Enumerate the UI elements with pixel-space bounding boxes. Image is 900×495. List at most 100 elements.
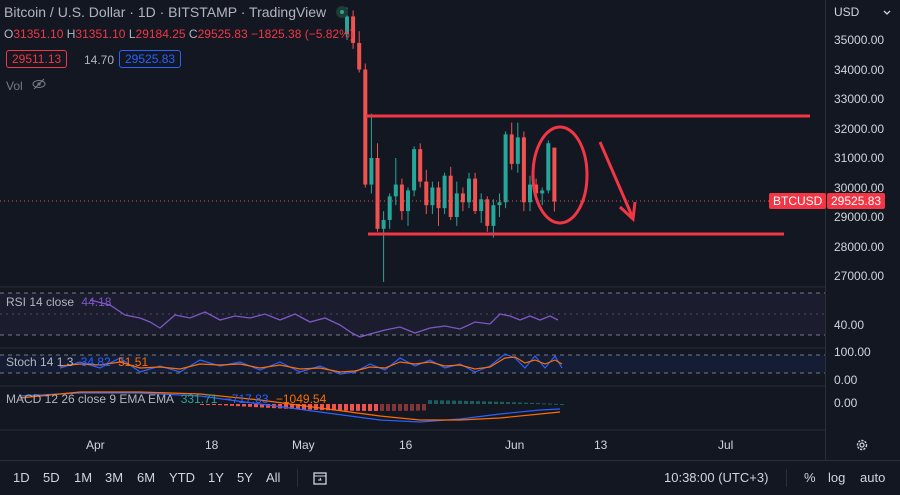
open-value: 31351.10 bbox=[13, 27, 64, 41]
stoch-k-value: 34.82 bbox=[80, 355, 111, 369]
log-scale-button[interactable]: log bbox=[828, 470, 846, 485]
macd-hist-bar bbox=[518, 402, 522, 404]
macd-hist-bar bbox=[362, 404, 366, 411]
chart-area[interactable]: Bitcoin / U.S. Dollar · 1D · BITSTAMP · … bbox=[0, 0, 825, 460]
range-1m-button[interactable]: 1M bbox=[74, 470, 93, 485]
macd-hist-bar bbox=[296, 404, 300, 410]
range-5d-button[interactable]: 5D bbox=[43, 470, 60, 485]
time-axis-label: Jun bbox=[505, 438, 525, 452]
ask-box[interactable]: 29525.83 bbox=[119, 50, 182, 68]
down-arrow-shaft[interactable] bbox=[598, 141, 634, 217]
macd-hist-bar bbox=[512, 402, 516, 404]
range-1d-button[interactable]: 1D bbox=[13, 470, 30, 485]
price-tick: 33000.00 bbox=[834, 92, 885, 106]
macd-hist-bar bbox=[386, 404, 390, 411]
macd-hist-bar bbox=[422, 404, 426, 411]
price-chart[interactable] bbox=[0, 0, 825, 460]
high-label: H bbox=[66, 27, 76, 41]
macd-hist-bar bbox=[470, 401, 474, 404]
rsi-legend[interactable]: RSI 14 close 44.18 bbox=[6, 295, 111, 309]
candle-body bbox=[436, 187, 441, 209]
currency-label[interactable]: USD bbox=[834, 5, 860, 19]
candle-body bbox=[497, 202, 502, 206]
macd-hist-bar bbox=[548, 403, 552, 405]
price-axis[interactable]: USD 35000.00 34000.00 33000.00 32000.00 … bbox=[825, 0, 900, 460]
rsi-tick: 40.00 bbox=[834, 318, 865, 332]
price-tick: 30000.00 bbox=[834, 181, 885, 195]
candle-body bbox=[460, 193, 465, 203]
ohlc-values: O31351.10 H31351.10 L29184.25 C29525.83 … bbox=[4, 27, 354, 41]
macd-hist-bar bbox=[416, 404, 420, 411]
candle-body bbox=[467, 178, 471, 203]
settings-gear-icon[interactable] bbox=[854, 437, 870, 453]
macd-line-value: −717.83 bbox=[224, 392, 269, 406]
macd-hist-bar bbox=[536, 403, 540, 405]
stoch-legend[interactable]: Stoch 14 1 3 34.82 51.51 bbox=[6, 355, 148, 369]
range-5y-button[interactable]: 5Y bbox=[237, 470, 253, 485]
candles-layer bbox=[345, 7, 557, 282]
range-all-button[interactable]: All bbox=[266, 470, 281, 485]
candle-body bbox=[534, 184, 539, 194]
macd-hist-bar bbox=[230, 404, 234, 406]
range-ytd-button[interactable]: YTD bbox=[169, 470, 195, 485]
candle-body bbox=[357, 42, 362, 70]
symbol-legend: Bitcoin / U.S. Dollar · 1D · BITSTAMP · … bbox=[4, 4, 348, 20]
clock-time[interactable]: 10:38:00 (UTC+3) bbox=[664, 470, 769, 485]
macd-hist-bar bbox=[224, 404, 228, 406]
macd-legend[interactable]: MACD 12 26 close 9 EMA EMA 331.71 −717.8… bbox=[6, 392, 326, 406]
macd-hist-bar bbox=[356, 404, 360, 411]
bottom-toolbar: 1D 5D 1M 3M 6M YTD 1Y 5Y All 10:38:00 (U… bbox=[0, 460, 900, 495]
macd-hist-bar bbox=[398, 404, 402, 411]
macd-hist-bar bbox=[494, 401, 498, 404]
symbol-title[interactable]: Bitcoin / U.S. Dollar · 1D · BITSTAMP · … bbox=[4, 4, 327, 20]
auto-scale-button[interactable]: auto bbox=[860, 470, 886, 485]
close-value: 29525.83 bbox=[197, 27, 248, 41]
candle-body bbox=[448, 175, 453, 217]
candle-body bbox=[509, 134, 514, 164]
highlight-ellipse[interactable] bbox=[531, 125, 589, 225]
candle-body bbox=[546, 143, 551, 191]
stoch-tick: 100.00 bbox=[834, 345, 871, 359]
macd-hist-bar bbox=[440, 400, 444, 404]
symbol-tag[interactable]: BTCUSD bbox=[769, 193, 827, 209]
low-value: 29184.25 bbox=[135, 27, 186, 41]
macd-hist-bar bbox=[344, 404, 348, 411]
macd-hist-bar bbox=[374, 404, 378, 411]
macd-hist-bar bbox=[206, 404, 210, 405]
chevron-down-icon[interactable] bbox=[882, 5, 892, 15]
range-3m-button[interactable]: 3M bbox=[105, 470, 124, 485]
percent-scale-button[interactable]: % bbox=[804, 470, 816, 485]
stoch-tick: 0.00 bbox=[834, 373, 858, 387]
macd-hist-bar bbox=[458, 400, 462, 404]
candle-body bbox=[412, 149, 417, 191]
macd-hist-bar bbox=[368, 404, 372, 411]
macd-hist-bar bbox=[332, 404, 336, 411]
candle-body bbox=[369, 158, 374, 185]
bid-box[interactable]: 29511.13 bbox=[6, 50, 68, 68]
market-status-icon bbox=[335, 6, 348, 18]
stoch-name: Stoch 14 1 3 bbox=[6, 355, 74, 369]
eye-hidden-icon[interactable] bbox=[32, 77, 46, 91]
macd-signal-value: −1049.54 bbox=[275, 392, 327, 406]
macd-hist-bar bbox=[464, 400, 468, 404]
price-tick: 29000.00 bbox=[834, 210, 885, 224]
price-tick: 31000.00 bbox=[834, 151, 885, 165]
range-6m-button[interactable]: 6M bbox=[137, 470, 156, 485]
candle-body bbox=[521, 137, 526, 203]
rsi-line bbox=[89, 299, 559, 338]
candle-body bbox=[345, 16, 349, 35]
change-value: −1825.38 (−5.82%) bbox=[251, 27, 354, 41]
range-1y-button[interactable]: 1Y bbox=[208, 470, 224, 485]
candle-body bbox=[430, 187, 435, 206]
close-label: C bbox=[188, 27, 198, 41]
macd-hist-bar bbox=[254, 404, 258, 408]
price-tick: 32000.00 bbox=[834, 122, 885, 136]
goto-date-icon[interactable] bbox=[312, 470, 328, 486]
time-axis-label: 13 bbox=[594, 438, 608, 452]
macd-hist-bar bbox=[500, 401, 504, 404]
high-value: 31351.10 bbox=[75, 27, 126, 41]
down-arrow-head bbox=[618, 201, 637, 223]
macd-hist-bar bbox=[482, 401, 486, 404]
macd-hist-bar bbox=[524, 402, 528, 404]
macd-hist-bar bbox=[242, 404, 246, 407]
